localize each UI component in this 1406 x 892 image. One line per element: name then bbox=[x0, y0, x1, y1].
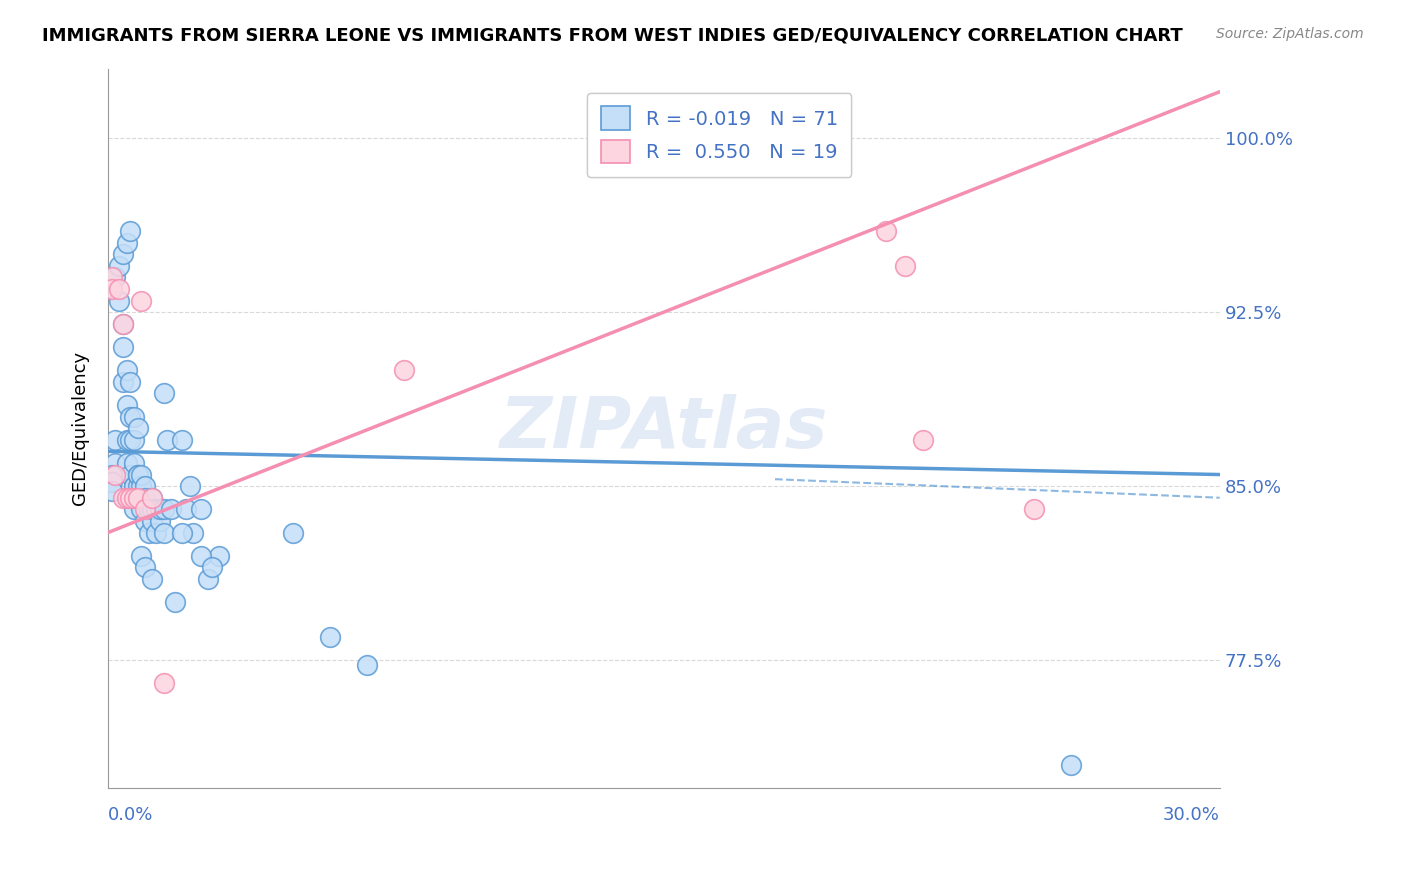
Point bbox=[115, 398, 138, 412]
Point bbox=[122, 456, 145, 470]
Point bbox=[893, 259, 915, 273]
Point bbox=[394, 363, 416, 377]
Point bbox=[356, 657, 378, 672]
Point bbox=[115, 456, 138, 470]
Point bbox=[111, 317, 134, 331]
Point bbox=[1060, 757, 1083, 772]
Point bbox=[201, 560, 224, 574]
Point bbox=[120, 433, 142, 447]
Point bbox=[115, 235, 138, 250]
Point bbox=[115, 363, 138, 377]
Point bbox=[174, 502, 197, 516]
Point bbox=[149, 502, 172, 516]
Point bbox=[122, 479, 145, 493]
Point bbox=[127, 491, 149, 505]
Point bbox=[127, 421, 149, 435]
Point bbox=[104, 433, 127, 447]
Point bbox=[149, 514, 172, 528]
Point bbox=[122, 502, 145, 516]
Legend: R = -0.019   N = 71, R =  0.550   N = 19: R = -0.019 N = 71, R = 0.550 N = 19 bbox=[588, 93, 852, 177]
Point bbox=[108, 282, 131, 296]
Point bbox=[138, 525, 160, 540]
Point bbox=[134, 479, 156, 493]
Point bbox=[152, 386, 174, 401]
Point bbox=[141, 491, 163, 505]
Point bbox=[111, 340, 134, 354]
Point bbox=[141, 491, 163, 505]
Point bbox=[163, 595, 186, 609]
Point bbox=[100, 467, 122, 482]
Point bbox=[111, 247, 134, 261]
Point bbox=[152, 525, 174, 540]
Point bbox=[1024, 502, 1046, 516]
Point bbox=[134, 502, 156, 516]
Point bbox=[131, 293, 153, 308]
Point bbox=[141, 572, 163, 586]
Point bbox=[875, 224, 897, 238]
Point bbox=[122, 409, 145, 424]
Point bbox=[319, 630, 342, 644]
Point bbox=[160, 502, 183, 516]
Point bbox=[131, 549, 153, 563]
Point bbox=[138, 502, 160, 516]
Point bbox=[104, 456, 127, 470]
Point bbox=[131, 467, 153, 482]
Point bbox=[156, 433, 179, 447]
Point bbox=[141, 514, 163, 528]
Point bbox=[100, 483, 122, 498]
Point bbox=[127, 467, 149, 482]
Point bbox=[181, 525, 204, 540]
Point bbox=[104, 270, 127, 285]
Point bbox=[111, 317, 134, 331]
Point bbox=[912, 433, 935, 447]
Point bbox=[131, 502, 153, 516]
Point bbox=[120, 467, 142, 482]
Point bbox=[122, 433, 145, 447]
Point bbox=[115, 433, 138, 447]
Point bbox=[134, 491, 156, 505]
Text: IMMIGRANTS FROM SIERRA LEONE VS IMMIGRANTS FROM WEST INDIES GED/EQUIVALENCY CORR: IMMIGRANTS FROM SIERRA LEONE VS IMMIGRAN… bbox=[42, 27, 1182, 45]
Point bbox=[127, 479, 149, 493]
Point bbox=[145, 525, 167, 540]
Text: Source: ZipAtlas.com: Source: ZipAtlas.com bbox=[1216, 27, 1364, 41]
Point bbox=[111, 491, 134, 505]
Text: 0.0%: 0.0% bbox=[108, 806, 153, 824]
Point bbox=[100, 282, 122, 296]
Point bbox=[134, 514, 156, 528]
Point bbox=[208, 549, 231, 563]
Point bbox=[120, 375, 142, 389]
Text: 30.0%: 30.0% bbox=[1163, 806, 1220, 824]
Point bbox=[152, 502, 174, 516]
Point bbox=[104, 467, 127, 482]
Point bbox=[283, 525, 305, 540]
Point bbox=[172, 433, 194, 447]
Point bbox=[115, 491, 138, 505]
Point bbox=[179, 479, 201, 493]
Point bbox=[190, 549, 212, 563]
Point bbox=[100, 475, 122, 489]
Point bbox=[100, 270, 122, 285]
Point bbox=[108, 259, 131, 273]
Point bbox=[131, 479, 153, 493]
Point bbox=[111, 375, 134, 389]
Point bbox=[122, 491, 145, 505]
Point bbox=[141, 502, 163, 516]
Point bbox=[120, 224, 142, 238]
Point bbox=[152, 676, 174, 690]
Text: ZIPAtlas: ZIPAtlas bbox=[499, 393, 828, 463]
Point bbox=[145, 502, 167, 516]
Point bbox=[127, 491, 149, 505]
Point bbox=[108, 293, 131, 308]
Point bbox=[120, 491, 142, 505]
Point bbox=[122, 479, 145, 493]
Point bbox=[190, 502, 212, 516]
Y-axis label: GED/Equivalency: GED/Equivalency bbox=[72, 351, 89, 505]
Point bbox=[134, 560, 156, 574]
Point bbox=[197, 572, 219, 586]
Point bbox=[127, 467, 149, 482]
Point bbox=[120, 409, 142, 424]
Point bbox=[172, 525, 194, 540]
